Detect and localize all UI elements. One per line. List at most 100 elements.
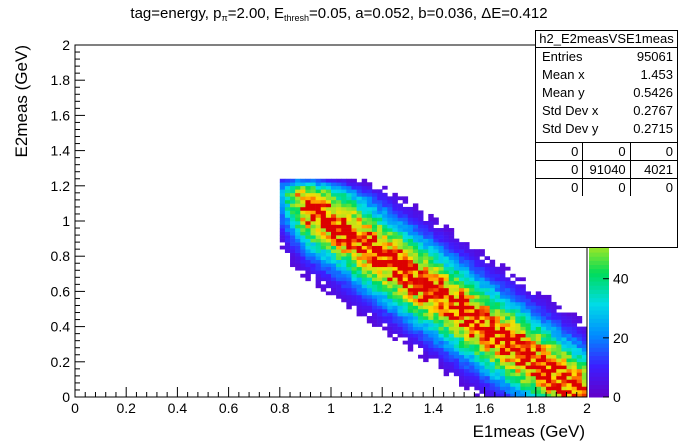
heatmap-cell xyxy=(489,312,496,317)
heatmap-cell xyxy=(566,365,572,370)
heatmap-cell xyxy=(571,319,578,324)
heatmap-cell xyxy=(310,235,316,239)
heatmap-cell xyxy=(464,333,470,338)
heatmap-cell xyxy=(361,266,368,271)
heatmap-cell xyxy=(576,354,583,359)
heatmap-cell xyxy=(540,340,547,345)
heatmap-cell xyxy=(392,256,398,261)
heatmap-cell xyxy=(535,305,542,310)
heatmap-cell xyxy=(494,316,501,320)
heatmap-cell xyxy=(402,319,409,324)
heatmap-cell xyxy=(453,298,460,303)
heatmap-cell xyxy=(464,263,470,268)
heatmap-cell xyxy=(392,206,398,211)
heatmap-cell xyxy=(305,224,311,229)
heatmap-cell xyxy=(479,365,485,370)
heatmap-cell xyxy=(397,298,403,303)
heatmap-cell xyxy=(397,291,403,296)
heatmap-cell xyxy=(484,277,491,282)
heatmap-cell xyxy=(438,351,444,356)
heatmap-cell xyxy=(392,242,398,246)
heatmap-cell xyxy=(489,386,496,391)
heatmap-cell xyxy=(464,323,470,327)
heatmap-cell xyxy=(407,284,414,289)
heatmap-cell xyxy=(310,189,316,194)
heatmap-cell xyxy=(433,298,439,303)
heatmap-cell xyxy=(433,312,439,317)
heatmap-cell xyxy=(382,301,388,306)
heatmap-cell xyxy=(305,192,311,197)
heatmap-cell xyxy=(366,256,373,261)
heatmap-cell xyxy=(494,330,501,334)
heatmap-cell xyxy=(336,266,342,271)
heatmap-cell xyxy=(402,323,409,327)
heatmap-cell xyxy=(377,213,383,218)
heatmap-cell xyxy=(566,316,572,320)
heatmap-cell xyxy=(402,298,409,303)
heatmap-cell xyxy=(341,196,347,201)
heatmap-cell xyxy=(418,344,424,349)
palette-step xyxy=(589,347,609,352)
heatmap-cell xyxy=(448,312,455,317)
heatmap-cell xyxy=(561,347,567,352)
heatmap-cell xyxy=(566,344,572,349)
heatmap-cell xyxy=(581,340,588,345)
heatmap-cell xyxy=(525,365,531,370)
heatmap-cell xyxy=(325,196,332,201)
heatmap-cell xyxy=(453,277,460,282)
heatmap-cell xyxy=(371,242,378,246)
heatmap-cell xyxy=(305,206,311,211)
heatmap-cell xyxy=(387,326,393,331)
heatmap-cell xyxy=(295,249,301,253)
heatmap-cell xyxy=(336,242,342,246)
heatmap-cell xyxy=(474,361,480,366)
heatmap-cell xyxy=(371,210,378,215)
heatmap-cell xyxy=(489,337,496,341)
heatmap-cell xyxy=(382,291,388,296)
heatmap-cell xyxy=(438,309,444,313)
heatmap-cell xyxy=(571,312,578,317)
heatmap-cell xyxy=(315,270,322,275)
heatmap-cell xyxy=(336,263,342,268)
heatmap-cell xyxy=(356,259,363,264)
heatmap-cell xyxy=(351,249,357,253)
heatmap-cell xyxy=(453,354,460,359)
heatmap-cell xyxy=(331,280,337,285)
heatmap-cell xyxy=(366,228,373,232)
heatmap-cell xyxy=(515,330,521,334)
heatmap-cell xyxy=(351,178,357,183)
stats-key: Std Dev y xyxy=(542,121,599,136)
heatmap-cell xyxy=(428,305,434,310)
heatmap-cell xyxy=(351,252,357,257)
heatmap-cell xyxy=(418,294,424,299)
heatmap-cell xyxy=(571,351,578,356)
heatmap-cell xyxy=(371,298,378,303)
heatmap-cell xyxy=(459,305,465,310)
heatmap-cell xyxy=(310,231,316,236)
heatmap-cell xyxy=(474,319,480,324)
heatmap-cell xyxy=(489,319,496,324)
heatmap-cell xyxy=(551,326,557,331)
heatmap-cell xyxy=(290,203,296,208)
heatmap-cell xyxy=(325,235,332,239)
heatmap-cell xyxy=(315,224,322,229)
heatmap-cell xyxy=(382,284,388,289)
heatmap-cell xyxy=(418,217,424,222)
heatmap-cell xyxy=(428,298,434,303)
heatmap-cell xyxy=(290,256,296,261)
heatmap-cell xyxy=(469,249,475,253)
heatmap-cell xyxy=(366,242,373,246)
heatmap-cell xyxy=(515,382,521,387)
heatmap-cell xyxy=(361,189,368,194)
heatmap-cell xyxy=(464,386,470,391)
heatmap-cell xyxy=(469,337,475,341)
heatmap-cell xyxy=(315,284,322,289)
heatmap-cell xyxy=(284,185,291,190)
stats-grid-cell: 0 xyxy=(536,179,584,196)
heatmap-cell xyxy=(284,221,291,225)
heatmap-cell xyxy=(407,316,414,320)
heatmap-cell xyxy=(438,284,444,289)
heatmap-cell xyxy=(320,231,327,236)
heatmap-cell xyxy=(433,316,439,320)
heatmap-cell xyxy=(520,379,526,384)
